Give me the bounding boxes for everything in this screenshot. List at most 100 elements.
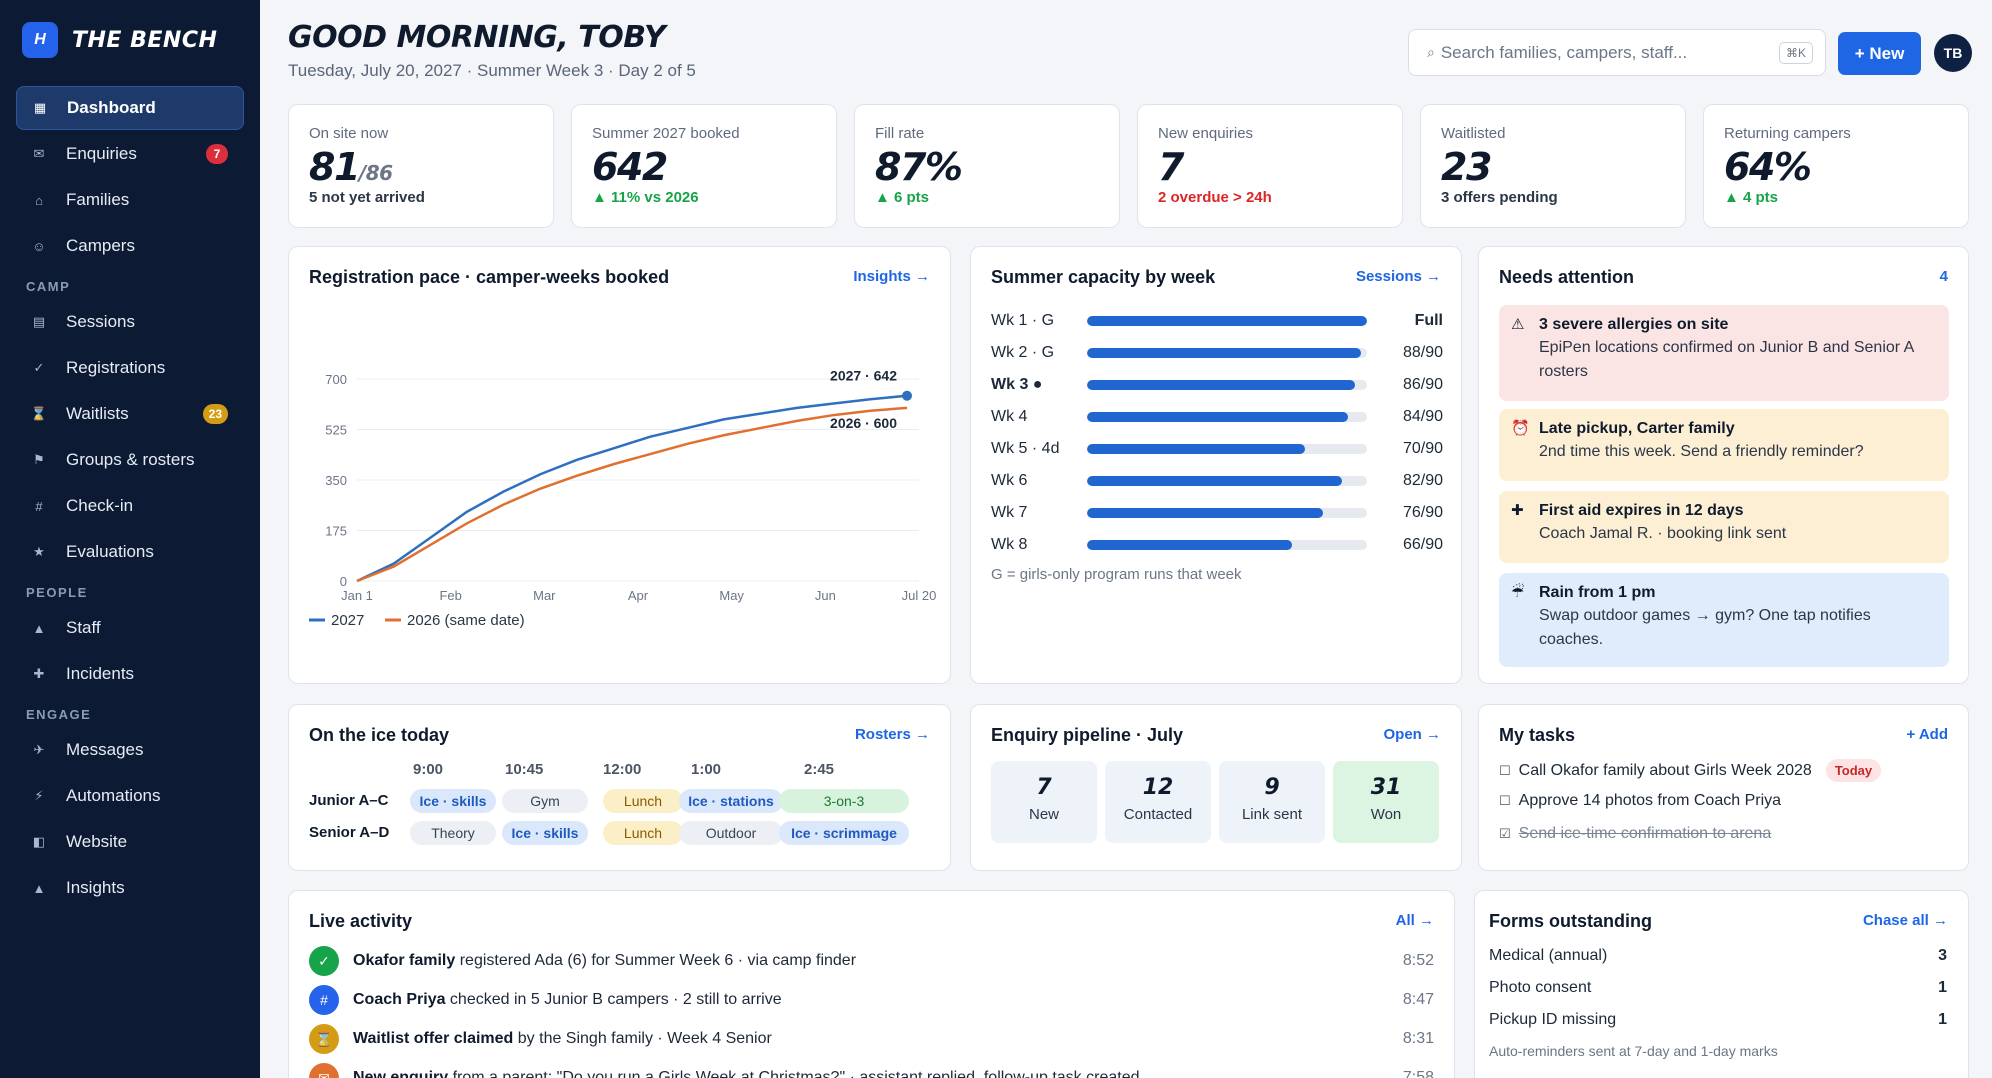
brand-name: THE BENCH xyxy=(72,27,218,53)
new-button[interactable]: + New xyxy=(1838,32,1921,75)
sidebar-item-label: Enquiries xyxy=(66,144,137,163)
rosters-link[interactable]: Rosters → xyxy=(854,726,930,743)
activity-time: 8:52 xyxy=(1402,952,1434,969)
capacity-row[interactable]: Wk 5 · 4d 70/90 xyxy=(991,437,1443,461)
kpi-card-new-enquiries[interactable]: New enquiries 7 2 overdue > 24h xyxy=(1137,104,1403,228)
capacity-row[interactable]: Wk 2 · G 88/90 xyxy=(991,341,1443,365)
send-icon: ✈ xyxy=(33,742,45,757)
activity-all-link[interactable]: All → xyxy=(1395,912,1434,929)
kpi-card-returning-campers[interactable]: Returning campers 64% ▲ 4 pts xyxy=(1703,104,1969,228)
sidebar-item-label: Dashboard xyxy=(67,98,156,117)
schedule-slot[interactable]: Ice · skills xyxy=(502,821,588,845)
form-count: 1 xyxy=(1938,979,1947,996)
sidebar-item-groups-rosters[interactable]: ⚑ Groups & rosters xyxy=(16,438,244,482)
insights-link[interactable]: Insights → xyxy=(853,268,930,285)
attention-body: Swap outdoor games → gym? One tap notifi… xyxy=(1539,607,1871,648)
sidebar-item-waitlists[interactable]: ⌛ Waitlists 23 xyxy=(16,392,244,436)
activity-item[interactable]: ✉ New enquiry from a parent: "Do you run … xyxy=(309,1062,1434,1078)
capacity-row[interactable]: Wk 4 84/90 xyxy=(991,405,1443,429)
kpi-card-summer-2027-booked[interactable]: Summer 2027 booked 642 ▲ 11% vs 2026 xyxy=(571,104,837,228)
kpi-card-on-site-now[interactable]: On site now 81/86 5 not yet arrived xyxy=(288,104,554,228)
star-icon: ★ xyxy=(33,544,45,559)
pipeline-stage-won[interactable]: 31 Won xyxy=(1333,761,1439,843)
capacity-row[interactable]: Wk 8 66/90 xyxy=(991,533,1443,557)
pipeline-stage-contacted[interactable]: 12 Contacted xyxy=(1105,761,1211,843)
sessions-link[interactable]: Sessions → xyxy=(1355,268,1441,285)
add-task-link[interactable]: + Add xyxy=(1906,726,1948,743)
capacity-row[interactable]: Wk 6 82/90 xyxy=(991,469,1443,493)
kpi-card-waitlisted[interactable]: Waitlisted 23 3 offers pending xyxy=(1420,104,1686,228)
task-item[interactable]: ☐ Call Okafor family about Girls Week 202… xyxy=(1499,759,1882,782)
schedule-slot[interactable]: Outdoor xyxy=(679,821,783,845)
schedule-slot[interactable]: Ice · skills xyxy=(410,789,496,813)
sidebar-item-families[interactable]: ⌂ Families xyxy=(16,178,244,222)
x-tick-label: Mar xyxy=(533,588,556,603)
attention-item[interactable]: ⏰ Late pickup, Carter family 2nd time this… xyxy=(1499,409,1949,481)
activity-item[interactable]: # Coach Priya checked in 5 Junior B campe… xyxy=(309,984,1434,1016)
sidebar-item-website[interactable]: ◧ Website xyxy=(16,820,244,864)
sidebar-item-label: Campers xyxy=(66,236,135,255)
sidebar-section-camp: CAMP xyxy=(26,279,71,294)
pipeline-stage-new[interactable]: 7 New xyxy=(991,761,1097,843)
task-item[interactable]: ☑ Send ice-time confirmation to arena xyxy=(1499,825,1771,843)
schedule-slot[interactable]: Ice · stations xyxy=(679,789,783,813)
chase-all-link[interactable]: Chase all → xyxy=(1862,912,1948,929)
sidebar-item-automations[interactable]: ⚡ Automations xyxy=(16,774,244,818)
schedule-slot[interactable]: Gym xyxy=(502,789,588,813)
kpi-card-fill-rate[interactable]: Fill rate 87% ▲ 6 pts xyxy=(854,104,1120,228)
attention-item[interactable]: ⚠ 3 severe allergies on site EpiPen locati… xyxy=(1499,305,1949,401)
schedule-slot[interactable]: 3-on-3 xyxy=(779,789,909,813)
pipeline-count: 9 xyxy=(1264,775,1280,800)
sidebar-item-campers[interactable]: ☺ Campers xyxy=(16,224,244,268)
sidebar-item-sessions[interactable]: ▤ Sessions xyxy=(16,300,244,344)
needs-attention-count[interactable]: 4 xyxy=(1939,268,1948,285)
schedule-slot[interactable]: Ice · scrimmage xyxy=(779,821,909,845)
attention-item[interactable]: ☔ Rain from 1 pm Swap outdoor games → gym?… xyxy=(1499,573,1949,667)
capacity-bar-fill xyxy=(1087,476,1343,486)
capacity-row[interactable]: Wk 1 · G Full xyxy=(991,309,1443,333)
sidebar-item-messages[interactable]: ✈ Messages xyxy=(16,728,244,772)
capacity-row[interactable]: Wk 7 76/90 xyxy=(991,501,1443,525)
capacity-week-label: Wk 2 · G xyxy=(991,344,1055,361)
capacity-bar-track xyxy=(1087,348,1367,358)
search-input[interactable] xyxy=(1440,42,1779,63)
pipeline-stage-link-sent[interactable]: 9 Link sent xyxy=(1219,761,1325,843)
needs-attention-title: Needs attention xyxy=(1499,267,1635,287)
brand[interactable]: H THE BENCH xyxy=(22,22,217,58)
sidebar-item-enquiries[interactable]: ✉ Enquiries 7 xyxy=(16,132,244,176)
kpi-label: On site now xyxy=(309,125,389,142)
schedule-slot[interactable]: Lunch xyxy=(603,789,683,813)
y-tick-label: 525 xyxy=(325,423,347,438)
checked-checkbox-icon[interactable]: ☑ xyxy=(1499,826,1511,841)
form-row[interactable]: Pickup ID missing 1 xyxy=(1489,1011,1947,1029)
task-due-badge: Today xyxy=(1825,759,1882,782)
form-row[interactable]: Photo consent 1 xyxy=(1489,979,1947,997)
sidebar-item-evaluations[interactable]: ★ Evaluations xyxy=(16,530,244,574)
sidebar-item-dashboard[interactable]: ▦ Dashboard xyxy=(16,86,244,130)
attention-item[interactable]: ✚ First aid expires in 12 days Coach Jamal… xyxy=(1499,491,1949,563)
sidebar-item-check-in[interactable]: # Check-in xyxy=(16,484,244,528)
schedule-slot[interactable]: Theory xyxy=(410,821,496,845)
activity-item[interactable]: ⌛ Waitlist offer claimed by the Singh fam… xyxy=(309,1023,1434,1055)
capacity-row[interactable]: Wk 3 ● 86/90 xyxy=(991,373,1443,397)
checkbox-icon[interactable]: ☐ xyxy=(1499,762,1511,778)
form-row[interactable]: Medical (annual) 3 xyxy=(1489,947,1947,965)
hourglass-icon: ⌛ xyxy=(30,406,48,421)
schedule-slot[interactable]: Lunch xyxy=(603,821,683,845)
checkbox-icon[interactable]: ☐ xyxy=(1499,793,1511,808)
search-box[interactable]: ⌕ ⌘K xyxy=(1408,29,1826,76)
pipeline-open-link[interactable]: Open → xyxy=(1383,726,1441,743)
schedule-time: 10:45 xyxy=(505,761,544,778)
task-item[interactable]: ☐ Approve 14 photos from Coach Priya xyxy=(1499,792,1781,810)
avatar[interactable]: TB xyxy=(1934,34,1972,72)
form-label: Medical (annual) xyxy=(1489,947,1608,964)
my-tasks-title: My tasks xyxy=(1499,725,1576,745)
sidebar-item-registrations[interactable]: ✓ Registrations xyxy=(16,346,244,390)
capacity-card: Summer capacity by week Sessions → G = g… xyxy=(970,246,1462,684)
activity-item[interactable]: ✓ Okafor family registered Ada (6) for Su… xyxy=(309,945,1434,977)
sidebar-item-incidents[interactable]: ✚ Incidents xyxy=(16,652,244,696)
series-line-2026-same-date xyxy=(356,406,908,583)
sidebar-item-insights[interactable]: ▲ Insights xyxy=(16,866,244,910)
sidebar-item-label: Website xyxy=(66,832,128,851)
sidebar-item-staff[interactable]: ▲ Staff xyxy=(16,606,244,650)
